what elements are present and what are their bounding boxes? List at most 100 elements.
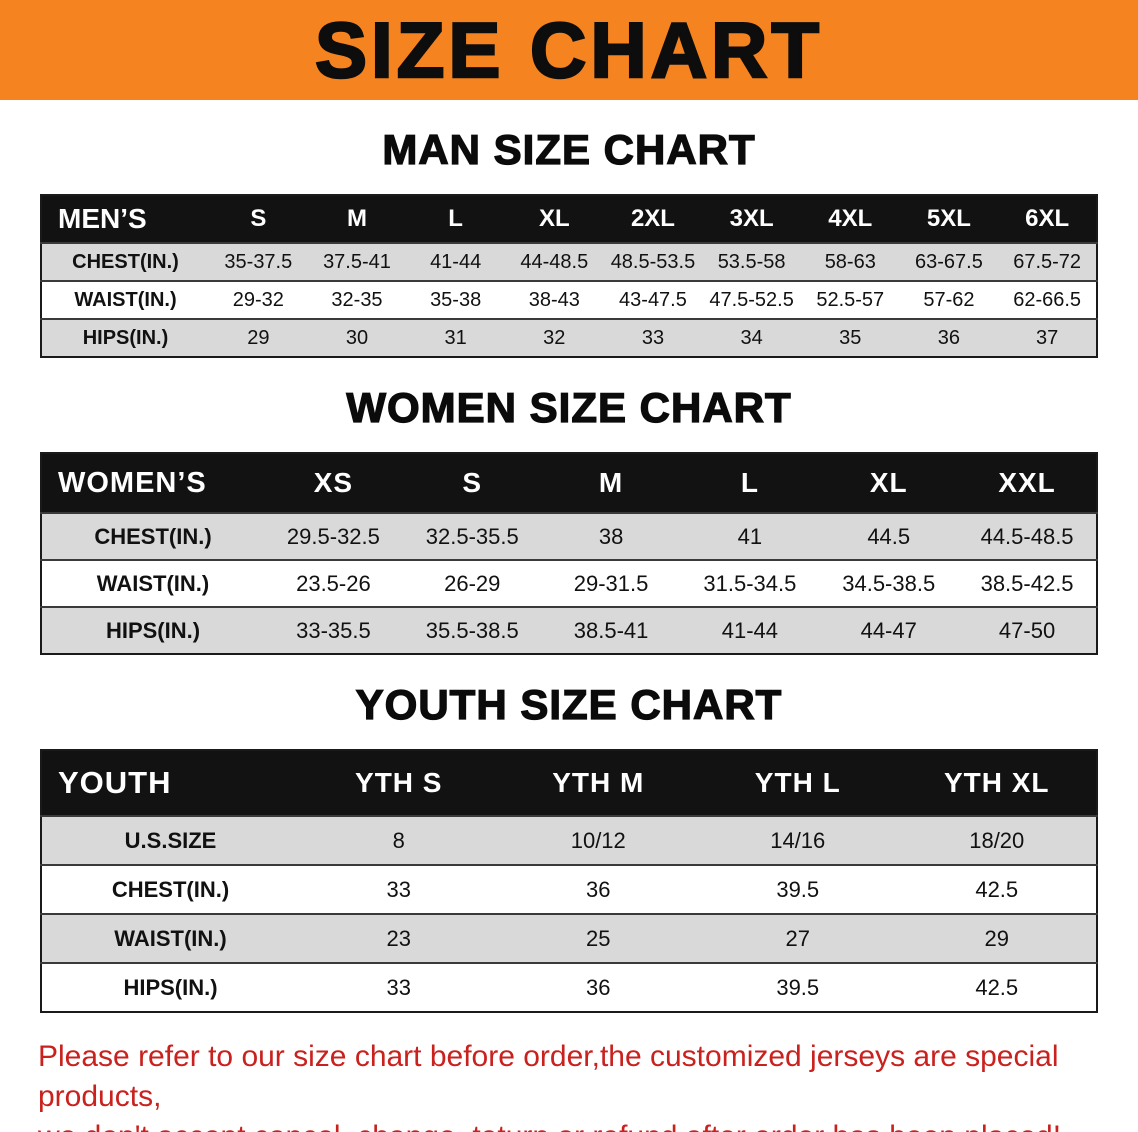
value-cell: 47.5-52.5: [709, 288, 794, 311]
value-cell: 33: [641, 326, 665, 349]
size-header-cell: S: [402, 453, 542, 513]
men-section-heading: MAN SIZE CHART: [382, 125, 756, 173]
size-header-cell: YTH L: [698, 750, 898, 816]
table-row: HIPS(IN.) 33-35.5 35.5-38.5 38.5-41 41-44 44-…: [41, 607, 1097, 654]
row-label-cell: U.S.SIZE: [124, 827, 217, 853]
value-cell: 32.5-35.5: [425, 523, 519, 549]
value-cell: 31: [444, 326, 467, 349]
value-cell: 29-32: [232, 288, 284, 311]
page-title: SIZE CHART: [314, 6, 823, 94]
value-cell: 47-50: [998, 617, 1056, 643]
row-label-cell: CHEST(IN.): [111, 876, 230, 902]
size-header-cell: 2XL: [603, 195, 703, 243]
table-row: CHEST(IN.) 35-37.5 37.5-41 41-44 44-48.5 48.5…: [41, 243, 1097, 281]
value-cell: 57-62: [923, 288, 975, 311]
value-cell: 44-48.5: [520, 250, 589, 273]
value-cell: 63-67.5: [915, 250, 983, 273]
table-row: WAIST(IN.) 23 25 27 29: [41, 914, 1097, 963]
women-size-section: WOMEN SIZE CHART WOMEN’S XS S M L XL XXL CHEST(…: [0, 358, 1138, 655]
value-cell: 48.5-53.5: [610, 250, 696, 273]
value-cell: 29: [984, 925, 1009, 951]
value-cell: 38-43: [528, 288, 580, 311]
size-header-cell: L: [406, 195, 505, 243]
size-header-cell: XL: [819, 453, 959, 513]
table-title-cell: WOMEN’S: [41, 453, 264, 513]
value-cell: 29: [247, 326, 270, 349]
size-header-cell: YTH S: [299, 750, 499, 816]
value-cell: 32: [543, 326, 566, 349]
value-cell: 29-31.5: [573, 570, 649, 596]
value-cell: 35: [839, 326, 862, 349]
value-cell: 34.5-38.5: [842, 570, 936, 596]
table-row: WAIST(IN.) 23.5-26 26-29 29-31.5 31.5-34.5 34…: [41, 560, 1097, 607]
row-label-cell: CHEST(IN.): [94, 523, 212, 549]
banner: SIZE CHART: [0, 0, 1138, 100]
men-size-section: MAN SIZE CHART MEN’S S M L XL 2XL 3XL 4XL 5XL 6XL…: [0, 100, 1138, 358]
value-cell: 35-38: [430, 288, 482, 311]
value-cell: 53.5-58: [717, 250, 786, 273]
table-row: CHEST(IN.) 33 36 39.5 42.5: [41, 865, 1097, 914]
value-cell: 37.5-41: [323, 250, 391, 273]
size-header-cell: XS: [264, 453, 403, 513]
value-cell: 62-66.5: [1013, 288, 1082, 311]
size-header-cell: M: [307, 195, 407, 243]
value-cell: 38: [598, 523, 624, 549]
row-label-cell: HIPS(IN.): [123, 974, 218, 1000]
value-cell: 41-44: [721, 617, 779, 643]
women-section-heading: WOMEN SIZE CHART: [346, 383, 792, 431]
size-header-cell: 4XL: [800, 195, 900, 243]
table-row: U.S.SIZE 8 10/12 14/16 18/20: [41, 816, 1097, 865]
size-header-cell: S: [209, 195, 308, 243]
size-header-cell: YTH XL: [897, 750, 1097, 816]
value-cell: 37: [1036, 326, 1059, 349]
value-cell: 34: [740, 326, 763, 349]
row-label-cell: HIPS(IN.): [82, 326, 169, 349]
value-cell: 41-44: [430, 250, 482, 273]
value-cell: 67.5-72: [1013, 250, 1082, 273]
value-cell: 27: [785, 925, 810, 951]
header-row: WOMEN’S XS S M L XL XXL: [41, 453, 1097, 513]
row-label-cell: WAIST(IN.): [74, 288, 177, 311]
footer-note: Please refer to our size chart before or…: [38, 1037, 1100, 1132]
value-cell: 52.5-57: [816, 288, 885, 311]
value-cell: 39.5: [776, 876, 820, 902]
table-row: HIPS(IN.) 33 36 39.5 42.5: [41, 963, 1097, 1012]
value-cell: 36: [937, 326, 961, 349]
row-label-cell: WAIST(IN.): [96, 570, 210, 596]
size-header-cell: L: [680, 453, 820, 513]
row-label-cell: HIPS(IN.): [105, 617, 201, 643]
size-header-cell: XL: [504, 195, 604, 243]
value-cell: 23: [386, 925, 411, 951]
header-row: YOUTH YTH S YTH M YTH L YTH XL: [41, 750, 1097, 816]
value-cell: 42.5: [975, 974, 1019, 1000]
value-cell: 36: [586, 974, 611, 1000]
value-cell: 43-47.5: [619, 288, 687, 311]
value-cell: 30: [345, 326, 369, 349]
value-cell: 10/12: [570, 827, 626, 853]
value-cell: 14/16: [770, 827, 826, 853]
table-row: WAIST(IN.) 29-32 32-35 35-38 38-43 43-47.5 47.…: [41, 281, 1097, 319]
row-label-cell: CHEST(IN.): [72, 250, 179, 273]
value-cell: 36: [586, 876, 611, 902]
value-cell: 44-47: [860, 617, 917, 643]
value-cell: 44.5-48.5: [980, 523, 1074, 549]
size-header-cell: XXL: [958, 453, 1097, 513]
value-cell: 38.5-42.5: [980, 570, 1074, 596]
youth-size-table: YOUTH YTH S YTH M YTH L YTH XL U.S.SIZE 8 10/12…: [40, 749, 1098, 1013]
note-line: Please refer to our size chart before or…: [38, 1040, 1059, 1113]
size-header-cell: 6XL: [998, 195, 1097, 243]
value-cell: 35.5-38.5: [425, 617, 519, 643]
table-title-cell: MEN’S: [41, 195, 209, 243]
value-cell: 31.5-34.5: [703, 570, 797, 596]
value-cell: 18/20: [969, 827, 1025, 853]
value-cell: 58-63: [824, 250, 876, 273]
value-cell: 38.5-41: [573, 617, 649, 643]
youth-section-heading: YOUTH SIZE CHART: [355, 680, 783, 728]
value-cell: 33: [386, 876, 411, 902]
value-cell: 23.5-26: [296, 570, 371, 596]
men-size-table: MEN’S S M L XL 2XL 3XL 4XL 5XL 6XL CHEST(IN.) 35-37…: [40, 194, 1098, 358]
note-line: we don't accept cancel, change, teturn o…: [38, 1117, 1100, 1132]
value-cell: 35-37.5: [224, 250, 293, 273]
value-cell: 33: [386, 974, 411, 1000]
